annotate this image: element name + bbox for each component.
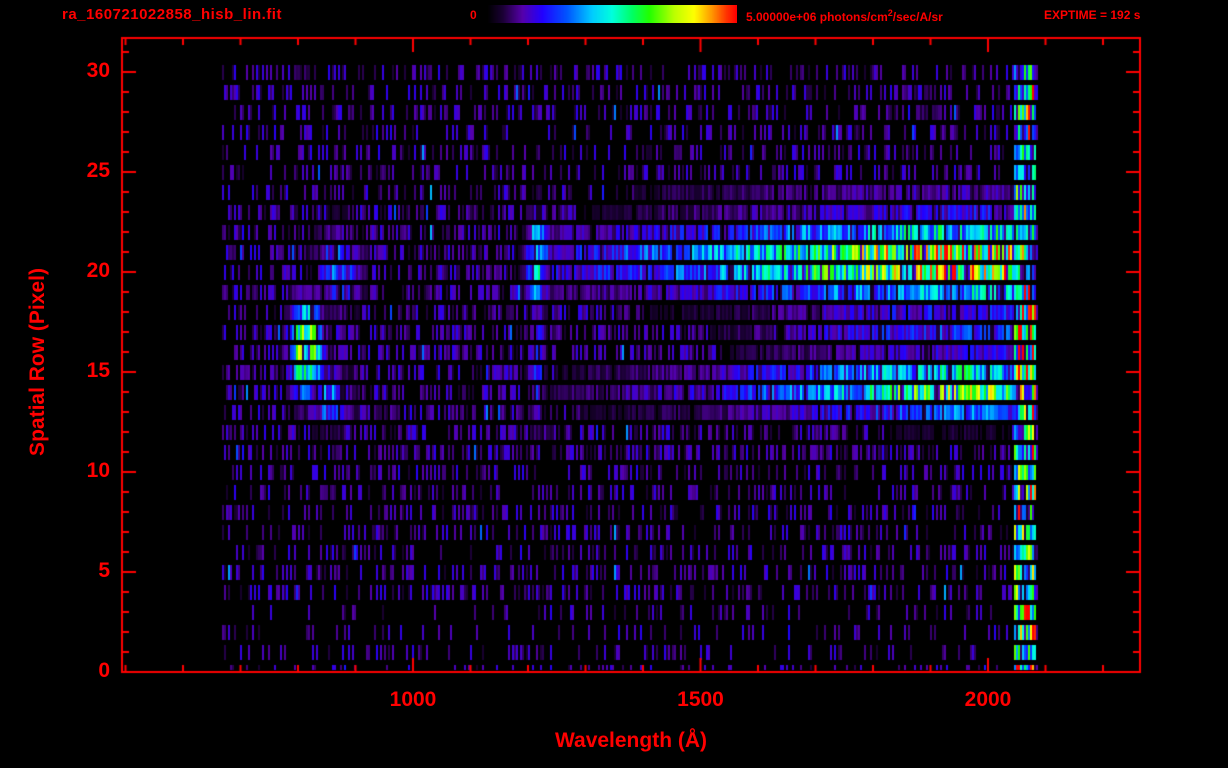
exptime-label: EXPTIME = 192 s — [1044, 8, 1141, 22]
colorbar-max-superscript: 2 — [887, 8, 893, 18]
colorbar — [487, 5, 737, 23]
y-tick-label: 10 — [86, 459, 110, 482]
y-tick-label: 25 — [86, 159, 110, 182]
x-tick-label: 1500 — [677, 688, 724, 711]
y-tick-label: 30 — [86, 59, 110, 82]
x-tick-label: 2000 — [964, 688, 1012, 711]
y-tick-label: 15 — [86, 359, 110, 382]
x-tick-label: 1000 — [389, 688, 437, 711]
colorbar-max-label: 5.00000e+06 photons/cm2/sec/A/sr — [746, 8, 943, 24]
x-axis-title: Wavelength (Å) — [554, 729, 708, 752]
y-tick-label: 5 — [98, 559, 110, 582]
y-axis-title: Spatial Row (Pixel) — [26, 268, 49, 456]
y-tick-label: 0 — [98, 659, 110, 682]
y-tick-label: 20 — [86, 259, 110, 282]
colorbar-max-prefix: 5.00000e+06 photons/cm — [746, 10, 888, 24]
colorbar-max-suffix: /sec/A/sr — [892, 10, 943, 24]
colorbar-min-label: 0 — [470, 8, 477, 22]
fits-filename: ra_160721022858_hisb_lin.fit — [62, 6, 282, 23]
